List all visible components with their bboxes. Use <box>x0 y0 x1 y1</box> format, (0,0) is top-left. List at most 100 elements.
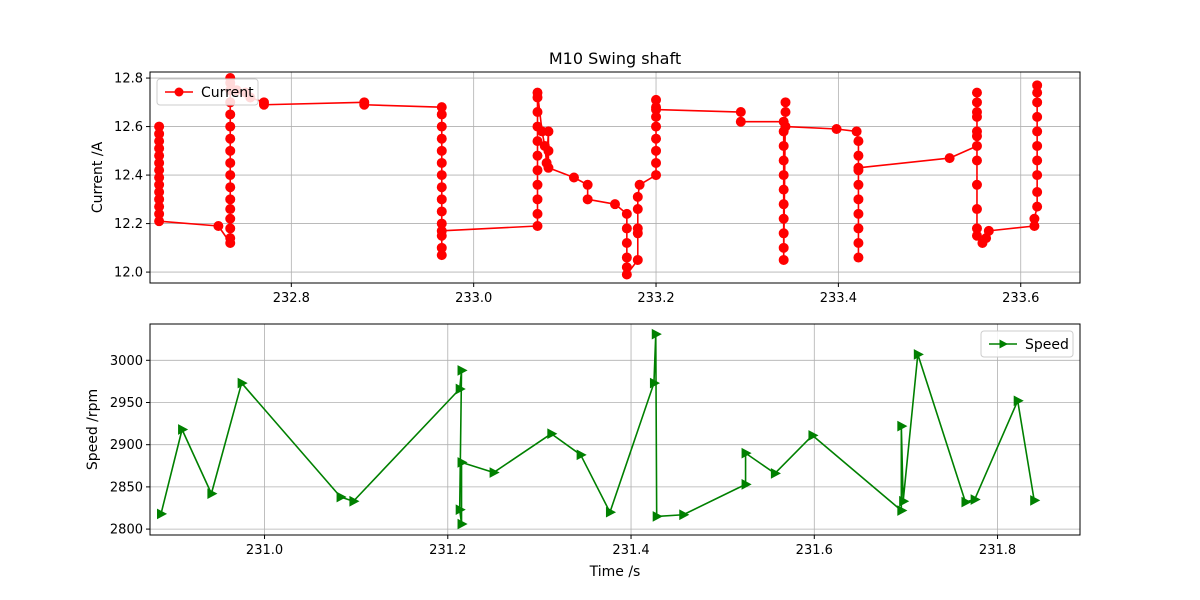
data-point <box>436 109 447 120</box>
data-point <box>853 136 864 147</box>
data-point <box>532 179 543 190</box>
data-point <box>610 199 620 210</box>
y-tick-label: 2900 <box>110 438 143 453</box>
data-point <box>457 457 468 468</box>
x-tick-label: 233.4 <box>820 291 857 306</box>
data-point <box>971 97 982 108</box>
speed-axes: 231.0 231.2 231.4 231.6 231.8 2800 2850 2900 295… <box>85 323 1081 580</box>
legend: Speed <box>980 330 1074 358</box>
data-point <box>568 172 579 183</box>
data-point <box>207 488 218 499</box>
y-axis-label: Current /A <box>90 141 106 213</box>
x-tick-label: 231.8 <box>979 543 1016 558</box>
y-tick-label: 12.2 <box>114 217 143 232</box>
y-axis-label: Speed /rpm <box>85 389 101 470</box>
data-point <box>649 377 661 389</box>
y-tick-label: 12.4 <box>114 169 143 184</box>
data-point <box>225 145 236 156</box>
axes-frame <box>149 323 1081 536</box>
data-point <box>853 223 864 234</box>
data-point <box>436 206 447 217</box>
y-tick-label: 12.8 <box>114 72 143 87</box>
data-point <box>157 508 168 520</box>
data-point <box>532 136 543 147</box>
data-point <box>778 228 789 239</box>
y-tick-label: 2950 <box>110 396 143 411</box>
data-point <box>679 509 690 521</box>
legend-box <box>980 330 1074 358</box>
data-point <box>532 165 543 176</box>
data-point <box>780 107 791 118</box>
x-tick-label: 232.8 <box>273 291 310 306</box>
data-point <box>1032 155 1043 166</box>
y-tick-label: 12.6 <box>114 120 143 135</box>
data-point <box>651 104 662 115</box>
data-point <box>735 107 746 118</box>
data-point <box>632 254 643 265</box>
data-point <box>213 221 224 232</box>
y-tick-label: 2850 <box>110 480 143 495</box>
data-point <box>436 170 447 181</box>
data-point <box>582 194 593 205</box>
data-point <box>457 518 468 530</box>
data-point <box>983 225 994 236</box>
data-point <box>853 194 864 205</box>
data-point <box>778 199 789 210</box>
data-point <box>336 491 347 503</box>
data-point <box>1029 213 1040 224</box>
data-point <box>225 204 236 215</box>
data-point <box>778 170 789 181</box>
data-point <box>621 223 632 234</box>
data-point <box>971 140 982 151</box>
data-point <box>225 194 236 205</box>
data-point <box>621 208 632 219</box>
data-point <box>651 157 662 168</box>
data-point <box>853 208 864 219</box>
data-point <box>532 87 543 98</box>
data-point <box>436 133 447 144</box>
data-point <box>853 252 864 263</box>
data-point <box>576 449 587 461</box>
y-tick-label: 2800 <box>110 523 143 538</box>
data-point <box>780 121 791 132</box>
data-point <box>621 252 632 263</box>
data-point <box>651 328 662 340</box>
data-point <box>225 213 236 224</box>
data-point <box>780 97 791 108</box>
data-point <box>632 204 643 215</box>
data-point <box>851 126 862 137</box>
data-point <box>582 179 593 190</box>
data-point <box>970 494 981 505</box>
data-point <box>1032 111 1043 122</box>
data-point <box>971 179 982 190</box>
data-point <box>1030 495 1041 506</box>
data-point <box>178 424 189 435</box>
data-point <box>778 242 789 253</box>
data-point <box>897 420 908 432</box>
data-point <box>778 213 789 224</box>
data-point <box>547 428 558 440</box>
data-point <box>455 504 466 516</box>
data-point <box>897 505 908 516</box>
x-axis-label: Time /s <box>589 564 641 580</box>
data-point <box>436 145 447 156</box>
data-point <box>349 495 360 507</box>
data-point <box>543 126 554 137</box>
data-point <box>621 269 632 280</box>
legend-marker <box>999 339 1008 349</box>
data-point <box>853 150 864 161</box>
data-point <box>778 155 789 166</box>
current-axes: 232.8 233.0 233.2 233.4 233.6 12.0 12.2 12.4 12.… <box>90 71 1081 306</box>
axes-frame <box>149 71 1081 284</box>
legend-label: Current <box>201 85 254 101</box>
data-point <box>961 496 972 508</box>
data-point <box>853 179 864 190</box>
x-tick-label: 233.2 <box>637 291 674 306</box>
data-point <box>436 121 447 132</box>
x-tick-label: 231.0 <box>246 543 283 558</box>
data-point <box>944 153 955 164</box>
data-point <box>1032 80 1043 91</box>
data-point <box>532 107 543 118</box>
data-point <box>1032 97 1043 108</box>
x-tick-label: 231.6 <box>796 543 833 558</box>
